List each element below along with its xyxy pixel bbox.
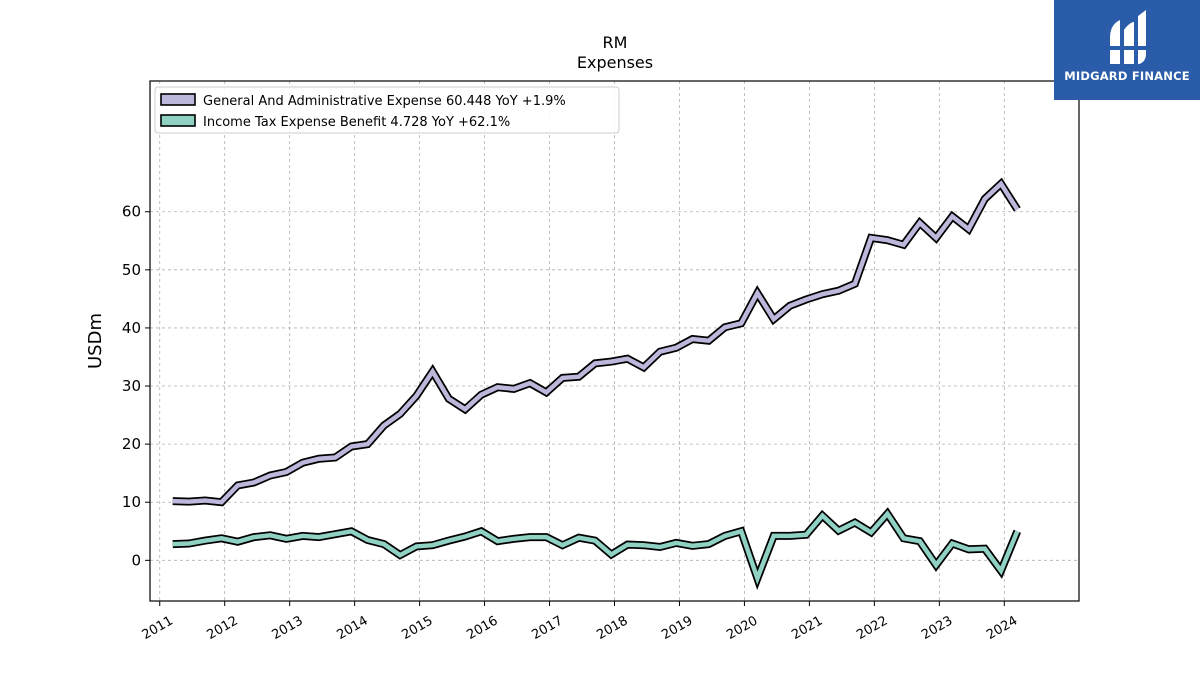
x-tick-label: 2022 xyxy=(854,613,890,643)
x-tick-label: 2023 xyxy=(919,613,955,643)
x-tick-label: 2021 xyxy=(789,613,825,643)
chart-title: RM xyxy=(603,33,628,52)
x-tick-label: 2014 xyxy=(334,613,370,643)
x-tick-label: 2020 xyxy=(724,613,760,643)
x-tick-label: 2017 xyxy=(529,613,565,643)
y-tick-label: 40 xyxy=(122,319,141,337)
legend-box xyxy=(154,86,620,134)
x-tick-label: 2019 xyxy=(659,613,695,643)
y-tick-label: 10 xyxy=(122,493,141,511)
x-tick-label: 2018 xyxy=(594,613,630,643)
series-line-outline xyxy=(172,507,1021,590)
legend-swatch-income-tax xyxy=(160,114,196,127)
x-tick-label: 2011 xyxy=(140,613,176,643)
brand-logo: MIDGARD FINANCE xyxy=(1054,0,1200,100)
series-lines xyxy=(172,177,1021,590)
y-tick-label: 20 xyxy=(122,435,141,453)
legend-swatch-general-admin xyxy=(160,93,196,106)
grid-lines xyxy=(150,81,1079,601)
axis-ticks: 0 10 20 30 40 50 60 2011 2012 2013 2014 2015 2016 201… xyxy=(122,203,1020,643)
y-axis-label: USDm xyxy=(85,313,106,369)
x-tick-label: 2016 xyxy=(464,613,500,643)
legend-label-general-admin: General And Administrative Expense 60.44… xyxy=(203,94,566,109)
x-tick-label: 2015 xyxy=(399,613,435,643)
series-line xyxy=(172,180,1020,505)
legend-label-income-tax: Income Tax Expense Benefit 4.728 YoY +62… xyxy=(203,115,510,130)
series-line-outline xyxy=(172,177,1021,507)
x-tick-label: 2012 xyxy=(205,613,241,643)
y-tick-label: 0 xyxy=(131,551,141,569)
legend: General And Administrative Expense 60.44… xyxy=(154,86,620,134)
x-tick-label: 2013 xyxy=(270,613,306,643)
x-tick-label: 2024 xyxy=(984,613,1020,643)
series-line xyxy=(172,510,1020,585)
y-tick-label: 60 xyxy=(122,203,141,221)
chart-subtitle: Expenses xyxy=(577,53,653,72)
midgard-logo-icon xyxy=(1102,10,1152,64)
y-tick-label: 50 xyxy=(122,261,141,279)
brand-name: MIDGARD FINANCE xyxy=(1064,69,1190,83)
y-tick-label: 30 xyxy=(122,377,141,395)
